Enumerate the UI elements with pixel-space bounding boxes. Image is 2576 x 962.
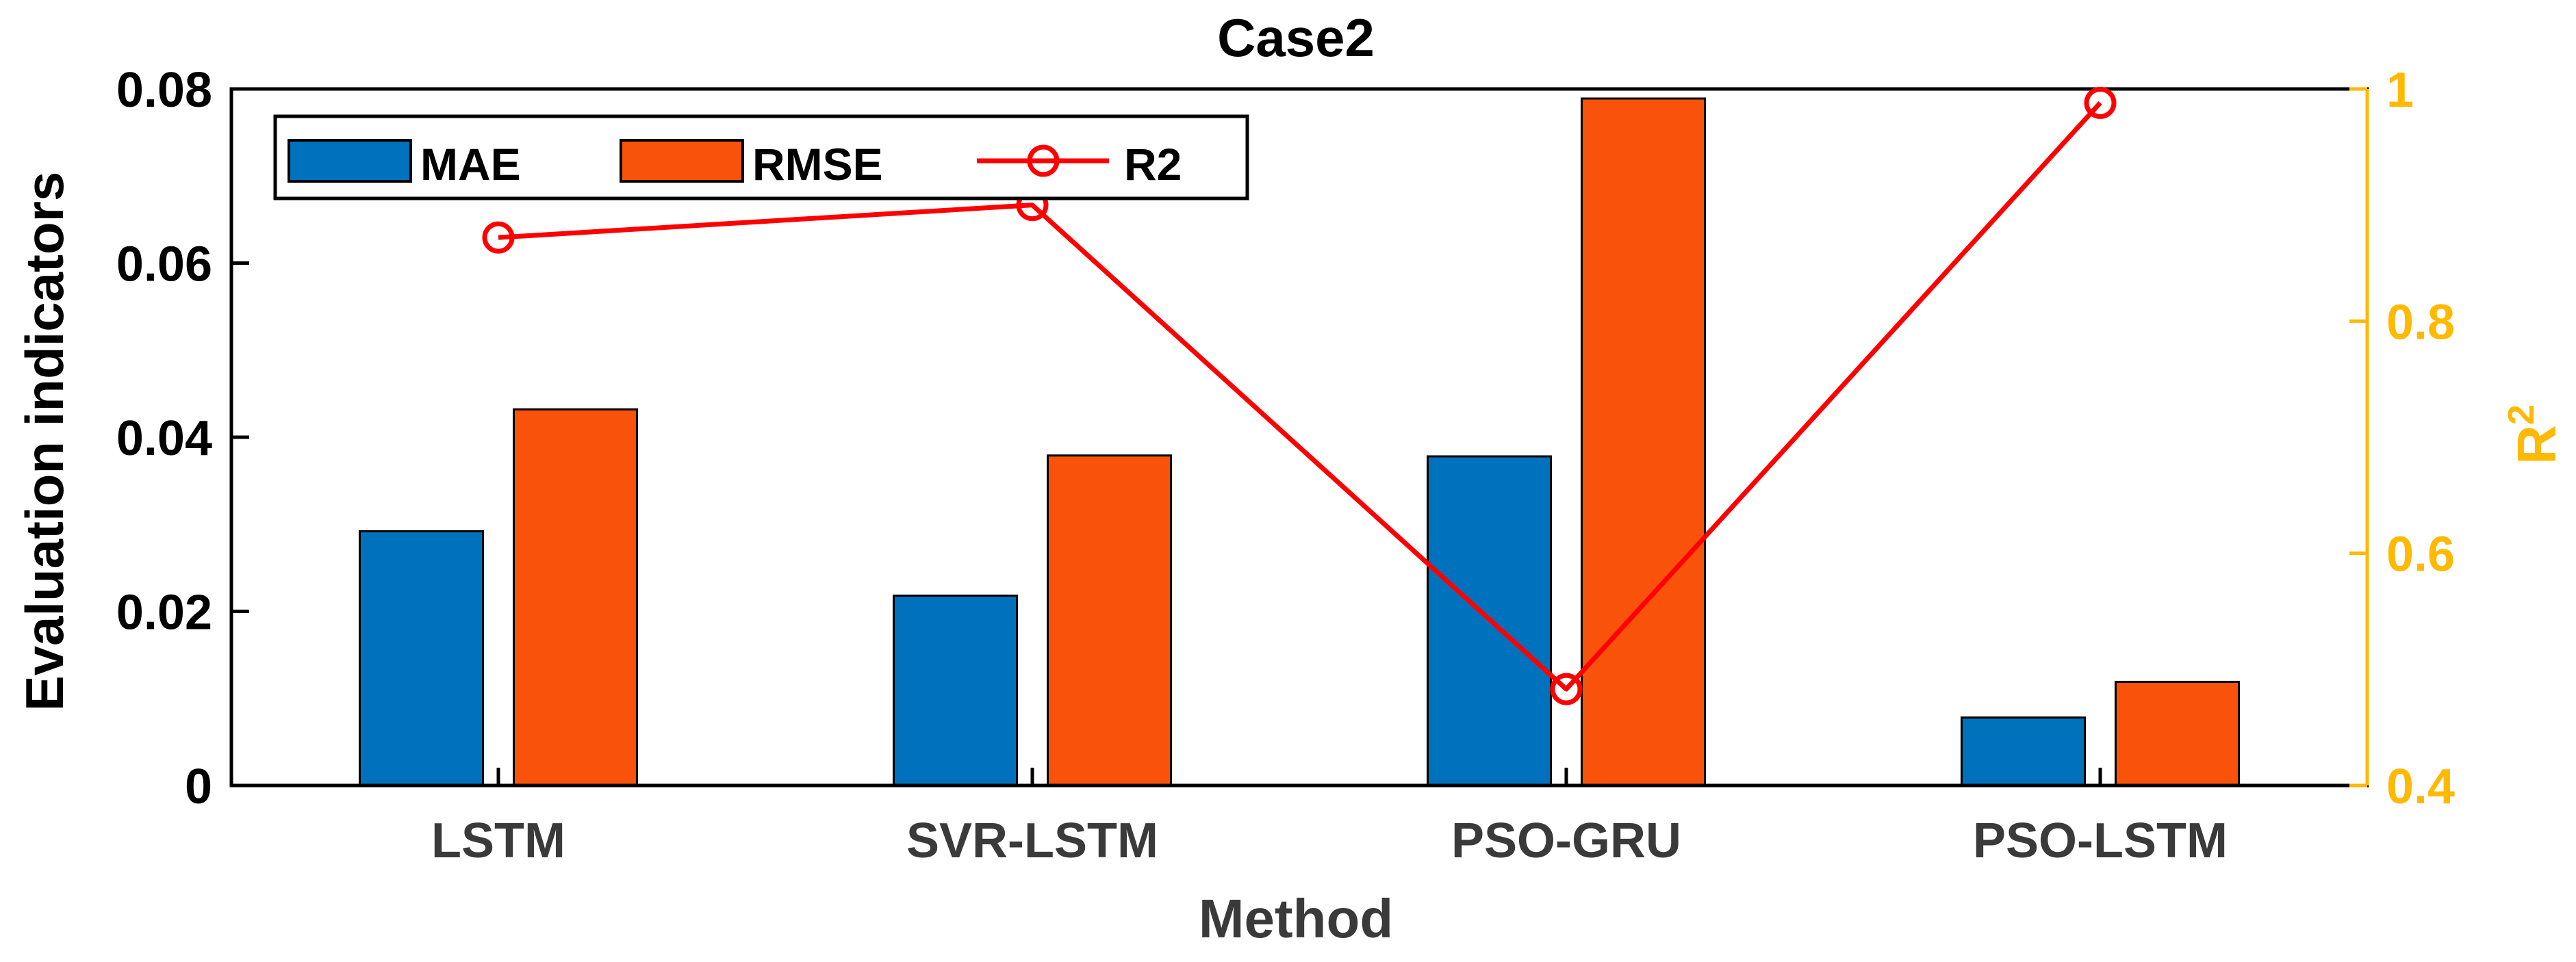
y2-tick-label: 1 xyxy=(2386,63,2414,118)
legend-label-mae: MAE xyxy=(420,139,521,190)
bar-rmse-svr-lstm xyxy=(1047,454,1172,787)
bar-mae-lstm xyxy=(359,530,484,787)
point-r2-pso-lstm xyxy=(2084,86,2117,119)
chart-title: Case2 xyxy=(1217,8,1375,68)
series-line-r2 xyxy=(498,101,2102,692)
bar-rmse-pso-lstm xyxy=(2115,681,2240,787)
x-axis-label: Method xyxy=(1199,888,1393,949)
x-tick-label: PSO-GRU xyxy=(1451,814,1681,868)
x-tick-label: SVR-LSTM xyxy=(906,814,1158,868)
legend-label-r2: R2 xyxy=(1124,139,1182,190)
y2-tick-label: 0.8 xyxy=(2386,295,2455,350)
y2-axis-label: R2 xyxy=(2501,404,2567,465)
legend-box xyxy=(273,114,1249,200)
legend-swatch-rmse xyxy=(620,139,744,183)
y-tick-label: 0.06 xyxy=(116,237,212,292)
y-tick-label: 0 xyxy=(185,759,212,814)
bar-mae-svr-lstm xyxy=(893,595,1018,787)
point-r2-lstm xyxy=(482,221,515,254)
legend-swatch-mae xyxy=(288,139,412,183)
bar-rmse-pso-gru xyxy=(1581,97,1706,787)
y-axis-label: Evaluation indicators xyxy=(14,172,75,712)
legend-marker-r2 xyxy=(1027,144,1060,177)
point-r2-pso-gru xyxy=(1550,673,1583,705)
y-tick-label: 0.02 xyxy=(116,586,212,640)
x-tick-label: LSTM xyxy=(431,814,565,868)
y2-axis-label-base: R xyxy=(2506,425,2567,465)
y2-axis-label-sup: 2 xyxy=(2501,404,2542,425)
plot-area: 0 0.02 0.04 0.06 0.08 0.4 0.6 0.8 1 LSTM SVR-LSTM P… xyxy=(116,63,2455,868)
y2-tick-label: 0.4 xyxy=(2386,759,2455,814)
legend-label-rmse: RMSE xyxy=(752,139,883,190)
legend: MAE RMSE R2 xyxy=(273,114,1249,200)
y-tick-label: 0.04 xyxy=(116,411,212,466)
x-tick-label: PSO-LSTM xyxy=(1973,814,2228,868)
bar-rmse-lstm xyxy=(513,408,638,787)
y2-tick-label: 0.6 xyxy=(2386,528,2455,582)
y-tick-label: 0.08 xyxy=(116,63,212,118)
bar-mae-pso-lstm xyxy=(1961,716,2086,787)
